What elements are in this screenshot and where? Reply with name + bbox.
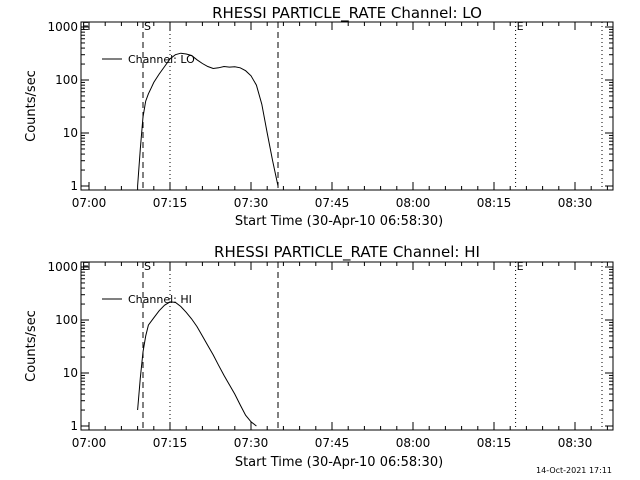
x-tick-label: 07:30	[234, 436, 269, 450]
y-tick-label: 10	[63, 126, 78, 140]
event-line-label: E	[517, 260, 524, 273]
plot-frame	[80, 261, 614, 431]
x-axis-label: Start Time (30-Apr-10 06:58:30)	[235, 214, 443, 229]
x-tick-label: 08:15	[477, 196, 512, 210]
x-tick-label: 08:00	[396, 436, 431, 450]
x-tick-label: 07:30	[234, 196, 269, 210]
y-tick-label: 1	[70, 419, 78, 433]
x-tick-label: 08:00	[396, 196, 431, 210]
x-tick-label: 07:15	[153, 436, 188, 450]
x-tick-label: 08:30	[558, 196, 593, 210]
x-tick-label: 07:00	[72, 196, 107, 210]
event-line-label: E	[517, 20, 524, 33]
chart-title: RHESSI PARTICLE_RATE Channel: HI	[214, 243, 480, 262]
x-tick-label: 08:30	[558, 436, 593, 450]
y-tick-label: 100	[55, 73, 78, 87]
y-axis-label: Counts/sec	[24, 70, 39, 142]
series-line	[137, 52, 279, 187]
y-tick-label: 1000	[47, 260, 78, 274]
x-tick-label: 07:45	[315, 436, 350, 450]
event-line-label: S	[144, 20, 151, 33]
y-tick-label: 100	[55, 313, 78, 327]
left-edge-marker: E	[82, 260, 89, 273]
chart-title: RHESSI PARTICLE_RATE Channel: LO	[212, 4, 482, 23]
legend-label: Channel: LO	[128, 53, 195, 66]
x-tick-label: 07:00	[72, 436, 107, 450]
left-edge-marker: E	[82, 20, 89, 33]
x-tick-label: 08:15	[477, 436, 512, 450]
x-tick-label: 07:15	[153, 196, 188, 210]
series-line	[137, 301, 257, 427]
y-axis-label: Counts/sec	[24, 310, 39, 382]
y-tick-label: 10	[63, 366, 78, 380]
y-tick-label: 1	[70, 179, 78, 193]
event-line-label: S	[144, 260, 151, 273]
plot-frame	[80, 21, 614, 191]
y-tick-label: 1000	[47, 20, 78, 34]
legend-label: Channel: HI	[128, 293, 192, 306]
x-tick-label: 07:45	[315, 196, 350, 210]
footer-timestamp: 14-Oct-2021 17:11	[536, 466, 612, 475]
x-axis-label: Start Time (30-Apr-10 06:58:30)	[235, 455, 443, 470]
